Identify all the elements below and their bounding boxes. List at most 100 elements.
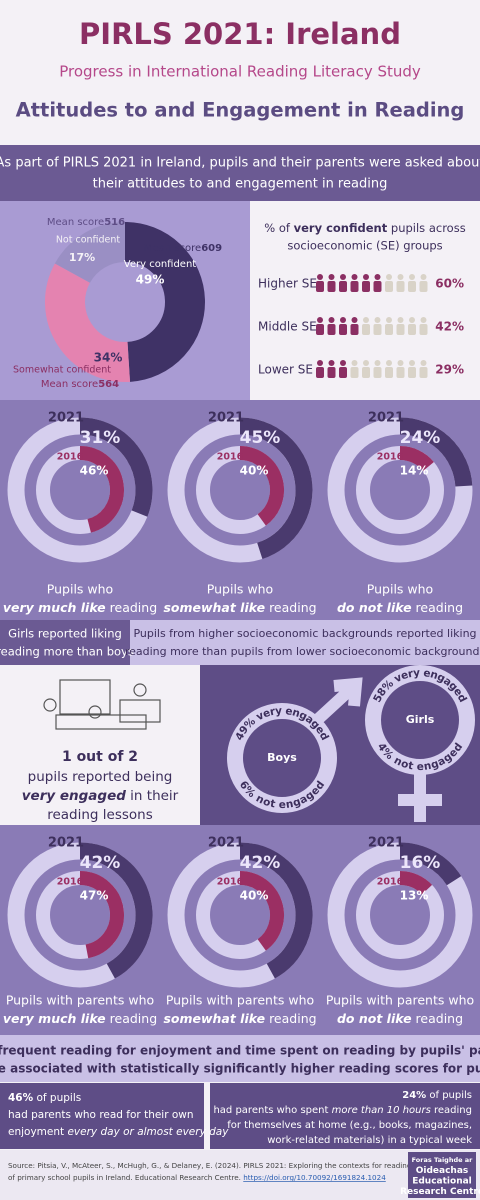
person-icon <box>397 317 404 323</box>
panel <box>0 0 480 145</box>
text: 34% <box>94 351 123 365</box>
person-icon <box>409 317 415 323</box>
text-span: reading <box>412 600 463 615</box>
person-icon <box>419 281 428 292</box>
person-icon <box>351 360 358 366</box>
year-label: 2021 <box>208 411 244 426</box>
illustration-shape <box>119 699 161 723</box>
text-span: very confident <box>294 221 388 235</box>
caption: do not like reading <box>337 600 463 615</box>
person-icon <box>351 274 358 280</box>
person-icon <box>373 281 382 292</box>
illustration-shape <box>59 679 111 715</box>
person-icon <box>328 360 335 366</box>
logo-text: Educational <box>412 1177 472 1187</box>
person-icon <box>362 324 370 335</box>
stat-text: 46% of pupils <box>8 1092 81 1104</box>
caption: Pupils with parents who <box>166 993 314 1008</box>
text-span: 609 <box>201 243 222 254</box>
text-span: somewhat like <box>163 600 265 615</box>
group-label: Lower SE <box>258 363 313 377</box>
text-span: more than 10 hours <box>332 1105 431 1116</box>
person-icon <box>373 367 382 378</box>
ring-2016 <box>399 871 433 895</box>
illustration-shape <box>43 698 57 712</box>
ring-2021 <box>399 417 473 487</box>
text: reading more than pupils from lower soci… <box>125 645 480 658</box>
text: socioeconomic (SE) groups <box>287 239 442 253</box>
text-span: reading <box>265 1011 316 1026</box>
value-label: 46% <box>80 464 109 478</box>
text-span: do not like <box>337 1011 412 1026</box>
ring-2021 <box>239 417 313 559</box>
person-icon <box>373 324 382 335</box>
stat-text: had parents who read for their own <box>8 1109 194 1121</box>
title: PIRLS 2021: Ireland <box>79 17 401 51</box>
text-span: do not like <box>337 600 412 615</box>
panel <box>0 145 480 201</box>
intro-text: As part of PIRLS 2021 in Ireland, pupils… <box>0 156 480 171</box>
text: reading more than boys <box>0 645 134 659</box>
person-icon <box>351 317 358 323</box>
panel <box>0 825 480 1035</box>
caption: do not like reading <box>337 1011 463 1026</box>
value-label: 45% <box>240 428 281 448</box>
panel <box>0 665 200 825</box>
text-span: % of <box>264 221 293 235</box>
year-label: 2016 <box>377 452 404 463</box>
panel <box>130 620 480 665</box>
text-span: Mean score <box>41 379 98 390</box>
ring-2021 <box>79 842 153 979</box>
stat-text: for themselves at home (e.g., books, mag… <box>227 1120 472 1131</box>
text: reading lessons <box>47 807 153 823</box>
person-icon <box>316 367 324 378</box>
person-icon <box>327 281 336 292</box>
text-span: of pupils <box>33 1092 81 1104</box>
rich-text: very engaged in their <box>22 788 179 804</box>
logo <box>408 1152 476 1198</box>
ring-2021 <box>399 842 462 886</box>
text: were associated with statistically signi… <box>0 1062 480 1076</box>
caption: somewhat like reading <box>163 1011 316 1026</box>
text-span: reading <box>106 600 157 615</box>
text: Boys <box>267 751 297 764</box>
ring-2016 <box>79 446 124 533</box>
value-label: 31% <box>80 428 121 448</box>
person-icon <box>350 281 359 292</box>
illustration-shape <box>55 714 147 730</box>
male-symbol <box>310 677 363 727</box>
text: 42% <box>435 320 464 334</box>
panel <box>250 201 480 400</box>
ring-2016 <box>79 871 124 959</box>
rich-text: Mean score564 <box>41 379 119 390</box>
pictogram-row <box>316 317 428 335</box>
pictogram-row <box>316 360 428 378</box>
stat-text: had parents who spent more than 10 hours… <box>213 1105 472 1116</box>
source: of primary school pupils in Ireland. Edu… <box>8 1173 386 1182</box>
person-icon <box>350 367 359 378</box>
donut-segment <box>124 222 205 382</box>
illustration-shape <box>133 683 147 697</box>
text-span: reading <box>265 600 316 615</box>
text-span: 46% <box>8 1092 34 1104</box>
panel <box>0 1035 480 1082</box>
text: Girls <box>406 713 435 726</box>
text-span: 24% <box>402 1090 426 1101</box>
person-icon <box>385 324 393 335</box>
person-icon <box>327 367 336 378</box>
person-icon <box>363 317 369 323</box>
text-span: 564 <box>98 379 119 390</box>
person-icon <box>386 317 392 323</box>
year-label: 2016 <box>217 877 244 888</box>
text-span: enjoyment <box>8 1126 67 1138</box>
text-span: Mean score <box>144 243 201 254</box>
person-icon <box>327 324 336 335</box>
text-span: very engaged <box>22 788 126 804</box>
female-symbol <box>398 772 442 822</box>
panel <box>0 400 480 620</box>
text: More frequent reading for enjoyment and … <box>0 1044 480 1058</box>
person-icon <box>317 274 323 280</box>
heading: Attitudes to and Engagement in Reading <box>16 99 465 122</box>
text-span: https://doi.org/10.70092/1691824.1024 <box>243 1173 386 1182</box>
